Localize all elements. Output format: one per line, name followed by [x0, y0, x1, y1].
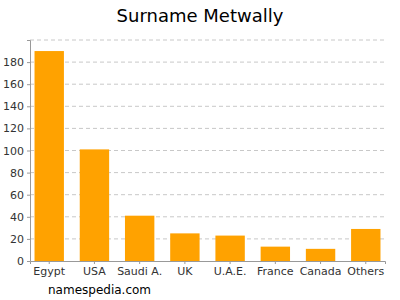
y-tick-mark	[27, 217, 30, 218]
y-tick-mark	[27, 62, 30, 63]
x-tick-mark	[230, 261, 231, 264]
x-tick: Canada	[300, 261, 342, 278]
bar	[80, 149, 109, 261]
plot: 0 20 40 60 80 100 120 140 160 180 Egypt USA Saudi A.…	[3, 40, 386, 278]
bar	[125, 216, 154, 261]
y-tick-label: 160	[3, 78, 24, 91]
y-tick: 40	[10, 211, 30, 224]
y-tick: 180	[3, 56, 30, 69]
y-tick-mark	[27, 106, 30, 107]
x-tick-mark	[275, 261, 276, 264]
x-tick-label: UK	[177, 265, 193, 278]
bar	[35, 51, 64, 261]
y-tick-label: 0	[17, 255, 24, 268]
x-tick-label: Others	[347, 265, 384, 278]
x-tick-mark	[94, 261, 95, 264]
y-axis: 0 20 40 60 80 100 120 140 160 180	[3, 41, 31, 269]
x-tick-mark	[184, 261, 185, 264]
y-tick-mark	[27, 128, 30, 129]
x-tick-mark	[365, 261, 366, 264]
x-tick: France	[257, 261, 294, 278]
frame-top	[30, 40, 385, 41]
bars	[35, 51, 381, 261]
x-tick: USA	[83, 261, 106, 278]
y-tick-label: 80	[10, 167, 24, 180]
x-tick: U.A.E.	[214, 261, 247, 278]
y-tick-label: 60	[10, 189, 24, 202]
x-tick-label: Saudi A.	[117, 265, 162, 278]
y-tick: 20	[10, 233, 30, 246]
bar	[261, 247, 290, 261]
bar	[306, 249, 335, 261]
grid-line	[30, 106, 385, 107]
x-tick-label: Canada	[300, 265, 342, 278]
y-tick-label: 140	[3, 100, 24, 113]
y-tick-mark	[27, 151, 30, 152]
y-tick: 0	[17, 255, 30, 268]
x-tick-mark	[139, 261, 140, 264]
x-tick-mark	[49, 261, 50, 264]
x-tick-label: U.A.E.	[214, 265, 247, 278]
bar	[215, 236, 244, 261]
y-tick-label: 180	[3, 56, 24, 69]
x-tick: Others	[347, 261, 384, 278]
y-tick: 100	[3, 145, 30, 158]
y-tick-mark	[27, 84, 30, 85]
y-tick-mark	[27, 239, 30, 240]
y-axis-line	[27, 41, 31, 262]
x-axis: Egypt USA Saudi A. UK U.A.E. France Canada Othe…	[31, 261, 386, 278]
grid-line	[30, 84, 385, 85]
x-tick-label: Egypt	[33, 265, 65, 278]
y-tick-mark	[27, 173, 30, 174]
y-tick-mark	[27, 261, 30, 262]
bar	[170, 233, 199, 261]
source: namespedia.com	[48, 283, 151, 297]
y-tick: 120	[3, 122, 30, 135]
x-tick: UK	[177, 261, 193, 278]
x-tick: Saudi A.	[117, 261, 162, 278]
title: Surname Metwally	[117, 5, 284, 26]
chart: Surname Metwally 0 20 40 60 80 100 120 140 160 180…	[0, 0, 400, 300]
y-tick-label: 40	[10, 211, 24, 224]
x-axis-line	[31, 262, 386, 265]
y-tick-mark	[27, 195, 30, 196]
y-tick: 80	[10, 167, 30, 180]
x-tick: Egypt	[33, 261, 65, 278]
y-tick-label: 20	[10, 233, 24, 246]
x-tick-label: France	[257, 265, 294, 278]
y-tick: 160	[3, 78, 30, 91]
x-tick-mark	[320, 261, 321, 264]
grid-line	[30, 62, 385, 63]
x-tick-label: USA	[83, 265, 106, 278]
grid-line	[30, 128, 385, 129]
y-tick-label: 120	[3, 122, 24, 135]
y-tick: 140	[3, 100, 30, 113]
bar	[351, 229, 380, 261]
y-tick-label: 100	[3, 145, 24, 158]
y-tick: 60	[10, 189, 30, 202]
